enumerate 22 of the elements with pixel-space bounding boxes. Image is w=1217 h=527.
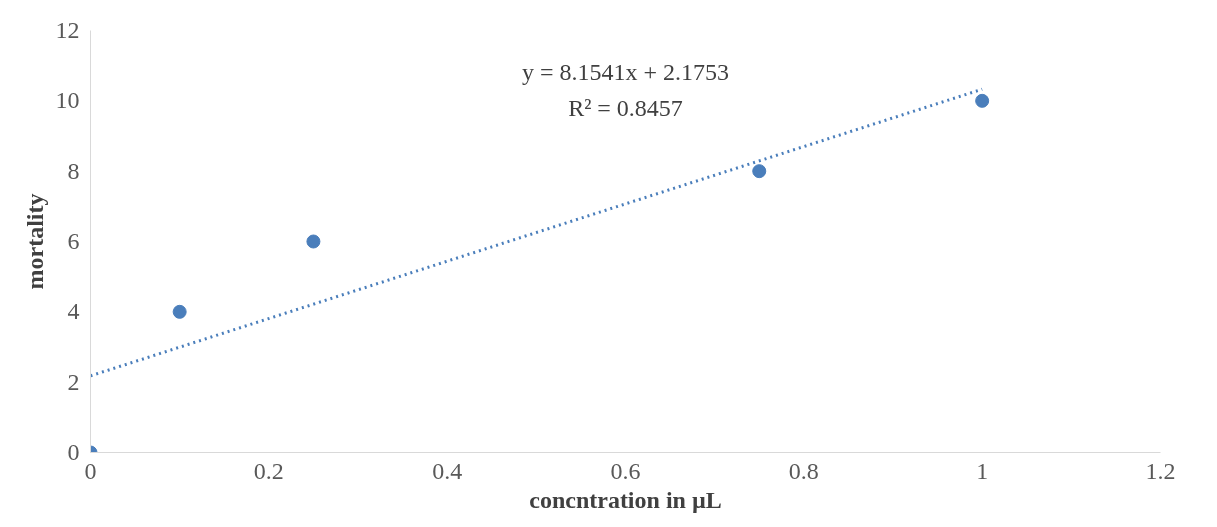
point [306, 234, 321, 249]
y-tick-label: 0 [67, 439, 80, 465]
y-axis-title: mortality [21, 193, 48, 290]
x-tick-label: 1 [976, 457, 989, 484]
x-tick-label: 0 [84, 457, 97, 484]
point [172, 304, 187, 319]
x-axis-title: concntration in µL [529, 486, 722, 513]
y-tick-label: 2 [67, 368, 80, 395]
x-tick-label: 1.2 [1145, 457, 1176, 484]
annotation: y = 8.1541x + 2.1753 [521, 59, 730, 86]
y-tick-label: 6 [67, 228, 80, 254]
x-tick-label: 0.6 [610, 457, 641, 484]
y-tick-label: 8 [67, 157, 80, 184]
y-tick-label: 12 [55, 17, 80, 43]
y-tick-label: 10 [55, 87, 80, 114]
y-tick-label: 4 [67, 298, 80, 325]
point [975, 93, 990, 108]
point [752, 164, 767, 179]
x-tick-label: 0.4 [432, 457, 463, 484]
annotation: R² = 0.8457 [568, 95, 683, 122]
x-tick-label: 0.8 [788, 457, 819, 484]
x-tick-label: 0.2 [253, 457, 284, 484]
